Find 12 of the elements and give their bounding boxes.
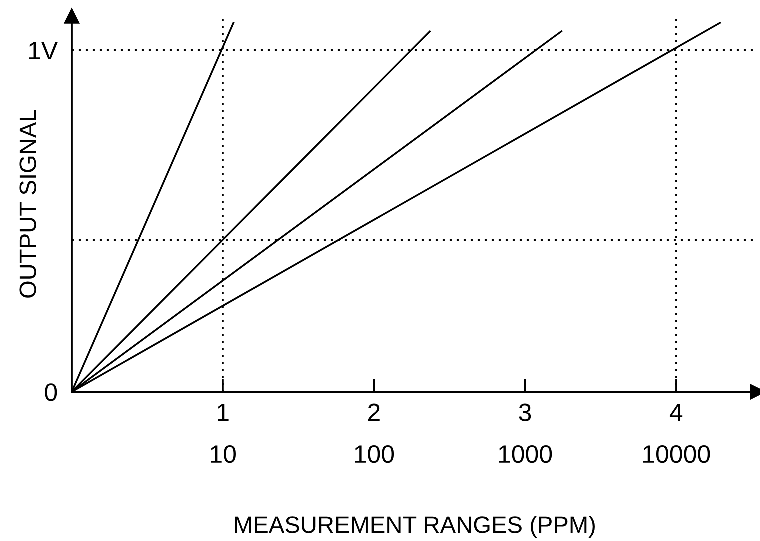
x2-tick-label: 100 <box>355 445 394 464</box>
x2-tick-label: 1000 <box>499 445 552 464</box>
x-tick-label: 4 <box>670 404 683 422</box>
x2-tick-label: 10 <box>211 445 236 464</box>
x-tick-label: 1 <box>218 404 229 422</box>
x-axis-title: MEASUREMENT RANGES (PPM) <box>235 516 595 538</box>
x-tick-label: 3 <box>519 404 532 422</box>
x2-tick-label: 10000 <box>644 445 710 464</box>
y-tick-label: 0 <box>45 384 58 402</box>
x-tick-label: 2 <box>368 404 380 422</box>
y-tick-label: 1V <box>29 42 58 60</box>
y-axis-title: OUTPUT SIGNAL <box>20 110 36 298</box>
